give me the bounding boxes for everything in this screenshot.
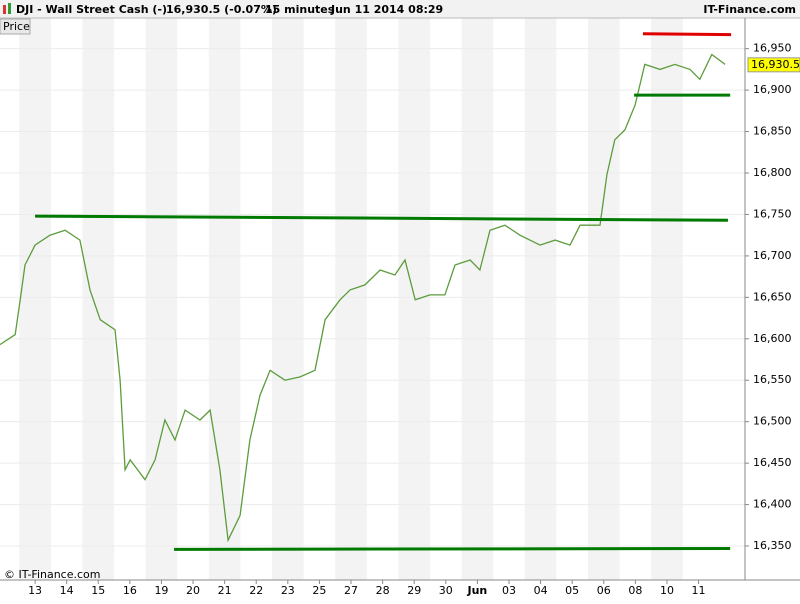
y-tick-label: 16,700 xyxy=(753,249,792,262)
timestamp: Jun 11 2014 08:29 xyxy=(330,3,443,16)
x-tick-label: 04 xyxy=(534,584,548,597)
x-tick-label: 28 xyxy=(376,584,390,597)
day-band xyxy=(208,18,241,580)
y-tick-label: 16,750 xyxy=(753,207,792,220)
x-tick-label: 19 xyxy=(154,584,168,597)
x-tick-label: 21 xyxy=(218,584,232,597)
y-tick-label: 16,950 xyxy=(753,42,792,55)
y-tick-label: 16,350 xyxy=(753,539,792,552)
x-tick-label: 29 xyxy=(407,584,421,597)
x-tick-label: 23 xyxy=(281,584,295,597)
day-band xyxy=(651,18,683,580)
x-tick-label: 16 xyxy=(123,584,137,597)
trend-line xyxy=(642,32,732,37)
x-tick-label: 14 xyxy=(60,584,74,597)
title: DJI - Wall Street Cash (-) xyxy=(16,3,167,16)
day-band xyxy=(398,18,431,580)
y-tick-label: 16,450 xyxy=(753,456,792,469)
y-tick-label: 16,650 xyxy=(753,290,792,303)
x-tick-label: 10 xyxy=(660,584,674,597)
y-tick-label: 16,600 xyxy=(753,332,792,345)
trend-line xyxy=(174,547,731,551)
x-tick-label: 13 xyxy=(28,584,42,597)
day-band xyxy=(19,18,51,580)
day-band xyxy=(272,18,304,580)
header-bar xyxy=(0,0,800,18)
x-tick-label: 30 xyxy=(439,584,453,597)
x-tick-label: 20 xyxy=(186,584,200,597)
copyright: © IT-Finance.com xyxy=(4,568,101,581)
interval: 15 minutes xyxy=(265,3,335,16)
y-tick-label: 16,800 xyxy=(753,166,792,179)
x-tick-label: 05 xyxy=(565,584,579,597)
y-tick-label: 16,500 xyxy=(753,415,792,428)
y-tick-label: 16,550 xyxy=(753,373,792,386)
x-tick-label: 27 xyxy=(344,584,358,597)
y-tick-label: 16,850 xyxy=(753,125,792,138)
panel-label: Price xyxy=(3,20,30,33)
x-tick-label: 11 xyxy=(692,584,706,597)
logo xyxy=(8,3,11,14)
quote: 16,930.5 (-0.07%) xyxy=(166,3,277,16)
day-band xyxy=(145,18,178,580)
day-band xyxy=(82,18,115,580)
panel-label-box xyxy=(0,18,31,35)
x-tick-label: Jun xyxy=(467,584,488,597)
price-line xyxy=(0,53,726,543)
x-tick-label: 15 xyxy=(91,584,105,597)
x-tick-label: 22 xyxy=(249,584,263,597)
last-price-box xyxy=(747,57,800,73)
y-tick-label: 16,400 xyxy=(753,498,792,511)
trend-line xyxy=(35,214,728,222)
day-band xyxy=(587,18,620,580)
brand: IT-Finance.com xyxy=(703,3,796,16)
day-band xyxy=(524,18,557,580)
y-tick-label: 16,900 xyxy=(753,83,792,96)
x-tick-label: 03 xyxy=(502,584,516,597)
x-tick-label: 08 xyxy=(628,584,642,597)
x-tick-label: 25 xyxy=(312,584,326,597)
day-band xyxy=(461,18,494,580)
x-tick-label: 06 xyxy=(597,584,611,597)
logo xyxy=(3,5,6,14)
last-price-label: 16,930.5 xyxy=(751,58,800,71)
